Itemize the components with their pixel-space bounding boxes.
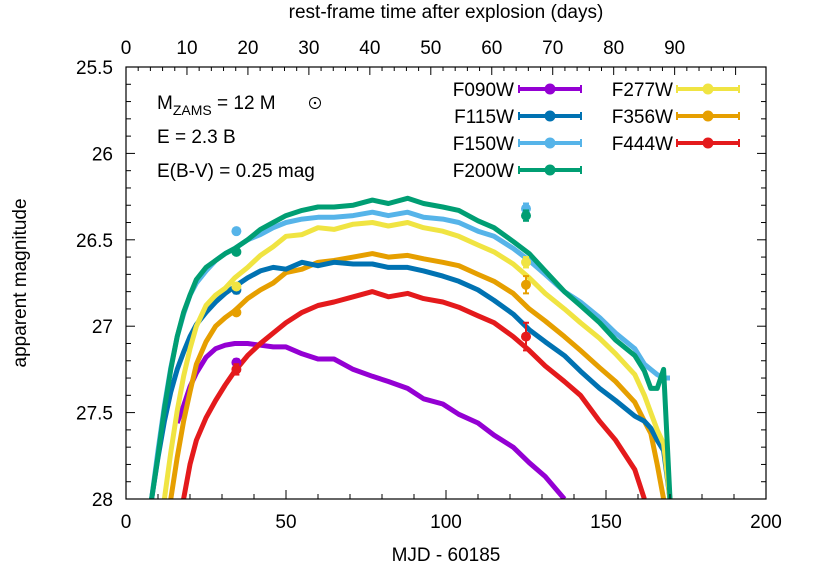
mzams-annotation: MZAMS = 12 M [157,93,276,118]
legend-item-f277w: F277W [612,80,740,101]
y-axis-title: apparent magnitude [10,198,31,367]
x2-tick-label: 0 [121,38,132,59]
curve-f090w [174,341,567,499]
x-tick-label: 50 [275,512,296,533]
x-tick-label: 200 [750,512,782,533]
extinction-annotation: E(B-V) = 0.25 mag [157,161,315,182]
curve-f200w [149,195,673,499]
obs-point-f356w [521,275,531,295]
energy-annotation: E = 2.3 B [157,127,236,148]
legend-item-f356w: F356W [612,107,740,128]
curve-f444w [181,289,647,499]
annotation-text: MZAMS = 12 M E = 2.3 B E(B-V) = 0.25 mag [157,93,321,182]
x2-tick-label: 60 [481,38,502,59]
legend-item-f444w: F444W [612,134,740,155]
obs-point-f444w [521,321,531,352]
obs-point-f277w [231,281,242,292]
x2-tick-label: 40 [359,38,380,59]
legend-item-f090w: F090W [453,80,582,101]
y-tick-label: 28 [92,490,113,511]
svg-text:F277W: F277W [612,80,673,101]
curve-f277w [161,220,673,499]
obs-point-f356w [231,307,242,318]
svg-text:F200W: F200W [453,161,514,182]
x2-tick-label: 70 [542,38,563,59]
x-tick-label: 100 [430,512,462,533]
y-tick-label: 27.5 [76,404,113,425]
svg-text:F090W: F090W [453,80,514,101]
x2-tick-label: 90 [664,38,685,59]
model-curves [149,195,673,499]
obs-point-f200w [231,246,242,257]
y-tick-label: 26.5 [76,231,113,252]
svg-text:F444W: F444W [612,134,673,155]
observation-points [231,202,531,376]
x2-tick-label: 30 [298,38,319,59]
axis-ticks: 0 50 100 150 200 0 10 20 30 40 50 60 70 80 90 25.5 26 26.… [76,38,782,533]
legend-item-f200w: F200W [453,161,582,182]
legend-item-f115w: F115W [454,107,582,128]
y-tick-label: 26 [92,144,113,165]
svg-text:F115W: F115W [454,107,514,128]
sun-symbol-icon [309,97,321,109]
x-tick-label: 0 [121,512,132,533]
x-tick-label: 150 [590,512,622,533]
x2-tick-label: 50 [420,38,441,59]
svg-text:F150W: F150W [453,134,514,155]
svg-text:F356W: F356W [612,107,673,128]
obs-point-f277w [521,256,531,269]
y-tick-label: 25.5 [76,58,113,79]
obs-point-f150w [231,226,242,237]
x2-tick-label: 10 [176,38,197,59]
obs-point-f200w [521,209,531,222]
x-axis-title: MJD - 60185 [392,545,501,566]
y-tick-label: 27 [92,317,113,338]
curve-f356w [168,251,667,499]
obs-point-f444w [231,363,242,376]
x2-tick-label: 20 [237,38,258,59]
legend: F090W F115W F150W F200W F277W F356W F444W [453,80,740,182]
legend-item-f150w: F150W [453,134,582,155]
x2-tick-label: 80 [603,38,624,59]
x2-axis-title: rest-frame time after explosion (days) [289,2,604,23]
